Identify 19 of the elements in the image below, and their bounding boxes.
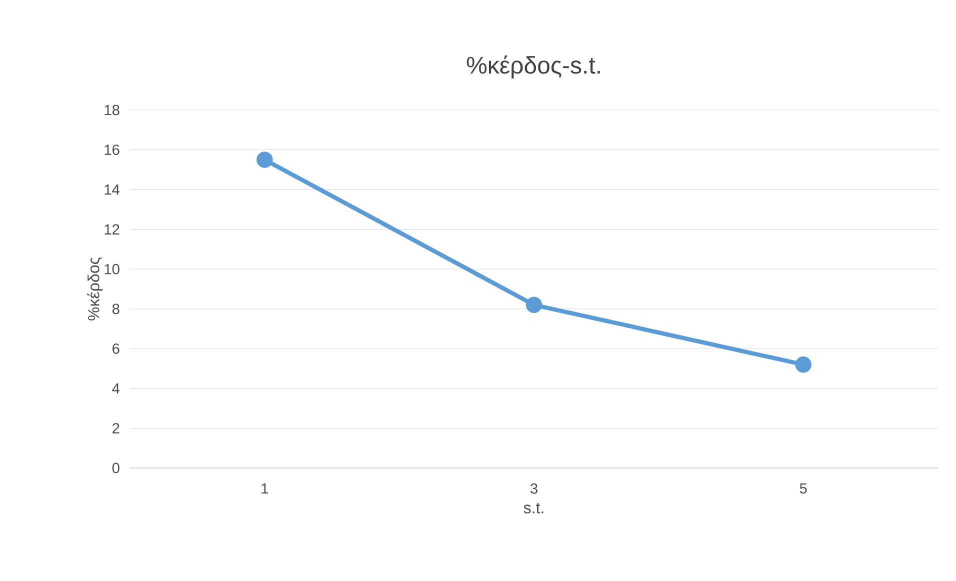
y-tick-label: 16 [104, 144, 120, 155]
y-tick-label: 2 [112, 423, 120, 434]
point [795, 356, 812, 373]
chart-title: %κέρδος-s.t. [466, 55, 600, 79]
y-tick-label: 18 [104, 104, 120, 116]
y-tick-label: 14 [104, 184, 120, 195]
y-axis-title: %κέρδος [87, 257, 103, 320]
x-axis-title: s.t. [524, 502, 544, 514]
y-tick-label: 10 [104, 264, 120, 274]
point [256, 152, 273, 168]
y-tick-label: 4 [112, 383, 120, 394]
x-tick-label: 1 [262, 483, 268, 494]
y-tick-label: 6 [112, 343, 120, 354]
y-tick-label: 8 [112, 304, 120, 314]
y-tick-label: 0 [112, 462, 120, 474]
x-tick-label: 3 [530, 483, 538, 494]
x-tick-label: 5 [800, 483, 807, 494]
y-tick-label: 12 [104, 224, 120, 234]
point [526, 296, 542, 314]
